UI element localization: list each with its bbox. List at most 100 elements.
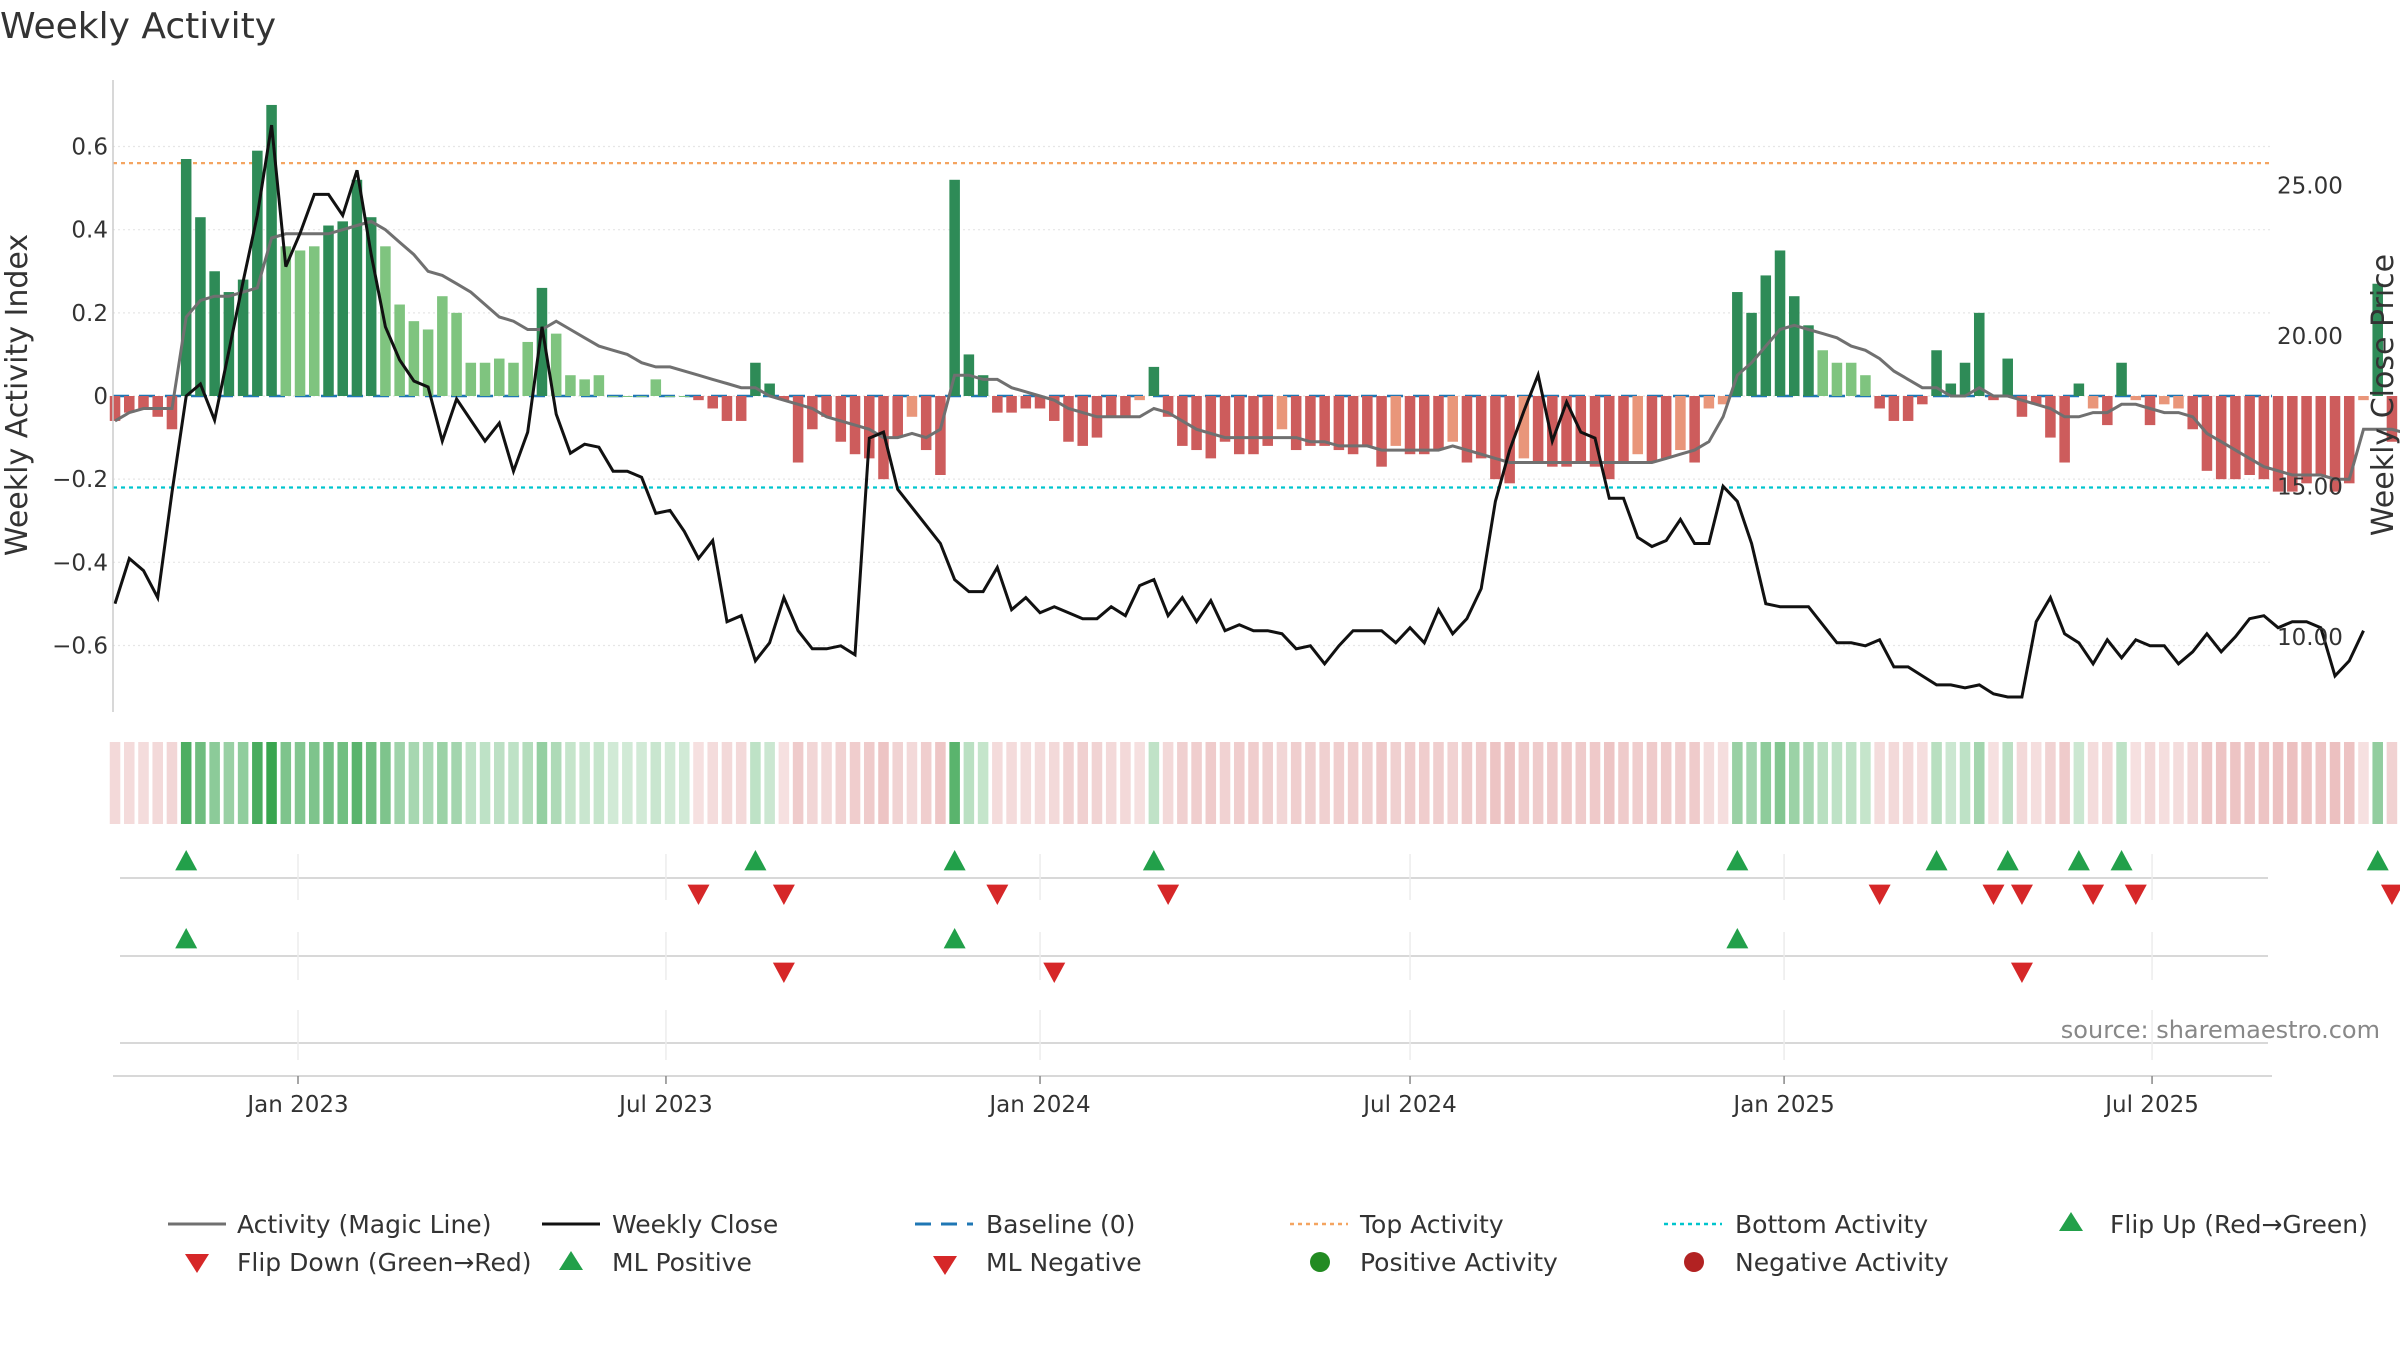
activity-bar: [2116, 362, 2127, 396]
heat-cell: [1973, 742, 1985, 824]
x-tick-label: Jan 2024: [987, 1092, 1090, 1118]
y-tick-label: 0.6: [71, 135, 108, 161]
circle-icon: [1310, 1252, 1330, 1272]
activity-bar: [2343, 396, 2355, 484]
activity-bar: [992, 396, 1003, 413]
heat-cell: [2301, 742, 2312, 824]
triangle-up-icon: [943, 850, 966, 871]
triangle-down-icon: [986, 884, 1009, 905]
activity-bar: [1689, 396, 1700, 463]
triangle-down-icon: [772, 962, 795, 983]
activity-bar: [735, 396, 747, 421]
heat-cell: [1404, 742, 1416, 824]
activity-bar: [1803, 325, 1814, 396]
heat-cell: [479, 742, 491, 824]
triangle-up-icon: [175, 928, 198, 949]
y-axis-ticks: −0.6 −0.4 −0.2 0 0.2 0.4 0.6: [52, 135, 108, 660]
heat-cell: [508, 742, 519, 824]
heat-cell: [1575, 742, 1587, 824]
activity-bar: [1219, 396, 1231, 442]
heat-cell: [1376, 742, 1387, 824]
weekly-close-series: [113, 124, 2365, 699]
heat-cell: [1746, 742, 1757, 824]
heat-cell: [2016, 742, 2028, 824]
heat-cell: [835, 742, 847, 824]
heat-cell: [1732, 742, 1743, 824]
activity-bar: [1646, 396, 1658, 463]
heat-cell: [280, 742, 292, 824]
heat-cell: [408, 742, 420, 824]
heat-cell: [593, 742, 605, 824]
activity-bar: [422, 329, 434, 396]
activity-bar: [308, 246, 320, 396]
triangle-up-icon: [744, 850, 767, 871]
heat-cell: [2386, 742, 2398, 824]
activity-bar: [1988, 396, 1999, 401]
activity-bar: [451, 312, 462, 396]
activity-bar: [792, 396, 804, 463]
activity-bar: [237, 279, 249, 396]
heat-cell: [252, 742, 263, 824]
magic-line-series: [114, 219, 2400, 481]
activity-bar: [2287, 396, 2298, 492]
activity-bar: [650, 379, 662, 396]
heat-cell: [166, 742, 178, 824]
heat-cell: [2358, 742, 2369, 824]
signal-marker-rows: [120, 850, 2400, 1044]
heat-cell: [1362, 742, 1373, 824]
activity-bar: [1390, 396, 1402, 446]
activity-bar: [408, 321, 420, 396]
heat-cell: [693, 742, 704, 824]
heat-cell: [963, 742, 975, 824]
activity-bar: [2244, 396, 2255, 475]
heat-cell: [636, 742, 647, 824]
activity-bar: [863, 396, 875, 459]
x-axis-ticks: Jan 2023 Jul 2023 Jan 2024 Jul 2024 Jan 2025…: [245, 854, 2199, 1118]
activity-bar: [2358, 396, 2369, 401]
heat-cell: [223, 742, 235, 824]
legend-item-negative-activity: Negative Activity: [1684, 1248, 1949, 1277]
activity-bar: [1760, 275, 1772, 396]
heat-cell: [308, 742, 320, 824]
triangle-up-icon: [2059, 1212, 2083, 1231]
activity-bar: [1418, 396, 1430, 455]
activity-bar: [778, 396, 790, 401]
heat-cell: [1305, 742, 1316, 824]
heat-cell: [2343, 742, 2355, 824]
activity-bar: [2016, 396, 2028, 417]
activity-bar: [522, 341, 533, 396]
activity-bar: [2372, 283, 2383, 396]
activity-bar: [266, 104, 277, 397]
activity-bar: [1774, 250, 1786, 396]
heat-cell: [109, 742, 121, 824]
activity-bar: [2230, 396, 2241, 480]
heat-cell: [2144, 742, 2156, 824]
activity-bar: [1589, 396, 1601, 467]
y2-axis-label: Weekly Close Price: [2366, 254, 2400, 536]
heat-cell: [2130, 742, 2142, 824]
heat-cell: [152, 742, 163, 824]
legend-label: Flip Up (Red→Green): [2110, 1210, 2368, 1239]
y-tick-label: −0.6: [52, 633, 108, 659]
triangle-up-icon: [1726, 928, 1749, 949]
heat-cell: [678, 742, 690, 824]
activity-bar: [2215, 396, 2227, 480]
heat-cell: [920, 742, 932, 824]
legend-label: Baseline (0): [986, 1210, 1135, 1239]
heat-cell: [2116, 742, 2127, 824]
activity-bar: [607, 396, 619, 397]
y-tick-label: 0: [93, 384, 108, 410]
heat-cell: [2329, 742, 2341, 824]
activity-bar: [593, 375, 605, 396]
activity-bar: [1504, 396, 1515, 484]
heat-cell: [1717, 742, 1729, 824]
heat-cell: [1646, 742, 1658, 824]
heat-cell: [792, 742, 804, 824]
heat-cell: [2002, 742, 2013, 824]
heat-cell: [977, 742, 989, 824]
activity-bar: [2258, 396, 2270, 480]
heat-cell: [1290, 742, 1302, 824]
triangle-down-icon: [772, 884, 795, 905]
activity-bar: [1860, 375, 1871, 396]
y-tick-label: −0.2: [52, 467, 108, 493]
